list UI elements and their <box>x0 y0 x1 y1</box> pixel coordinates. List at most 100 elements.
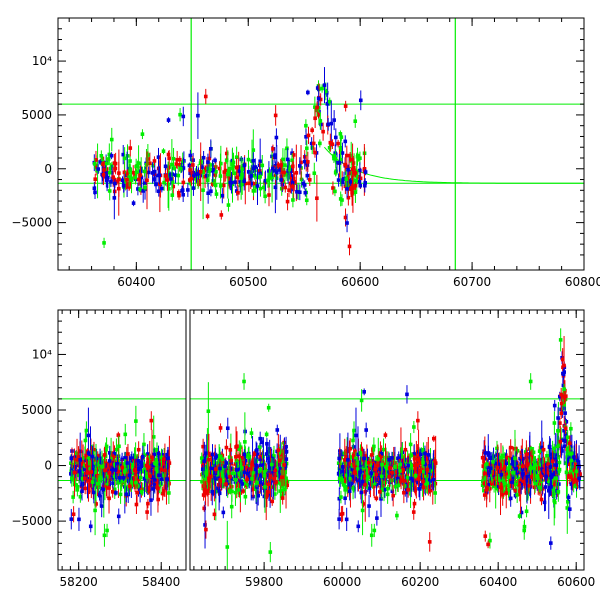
data-point <box>328 140 333 145</box>
data-point <box>281 459 286 464</box>
data-point <box>225 545 230 549</box>
data-point <box>217 457 221 462</box>
data-point <box>128 484 132 489</box>
data-point <box>236 165 241 169</box>
data-point <box>242 470 247 475</box>
data-point <box>107 170 112 175</box>
data-point <box>117 177 121 182</box>
data-point <box>105 481 110 486</box>
data-point <box>390 489 395 494</box>
data-point <box>349 187 353 192</box>
data-point <box>234 165 239 170</box>
data-point <box>227 489 232 493</box>
data-point <box>279 460 283 465</box>
data-point <box>283 487 287 492</box>
data-point <box>206 486 210 491</box>
data-point <box>337 517 341 521</box>
data-point <box>127 175 131 179</box>
data-point <box>267 193 271 197</box>
data-point <box>112 451 117 456</box>
data-point <box>415 469 420 474</box>
data-point <box>107 459 112 463</box>
data-point <box>99 504 104 508</box>
data-point <box>283 185 288 190</box>
data-point <box>240 466 244 470</box>
data-point <box>186 188 190 192</box>
data-point <box>146 170 151 175</box>
data-point <box>147 456 152 460</box>
data-point <box>280 452 284 457</box>
data-point <box>220 457 224 462</box>
data-point <box>406 488 410 492</box>
data-point <box>281 470 286 475</box>
data-point <box>219 213 224 217</box>
data-point <box>84 453 88 458</box>
data-point <box>224 482 228 486</box>
data-point <box>247 181 251 186</box>
data-point <box>124 183 128 188</box>
data-point <box>245 482 250 487</box>
data-point <box>102 168 106 172</box>
data-point <box>113 181 117 186</box>
data-point <box>387 466 392 470</box>
data-point <box>151 435 156 439</box>
data-point <box>428 464 432 468</box>
data-point <box>166 187 171 191</box>
data-point <box>284 173 289 177</box>
data-point <box>139 463 144 468</box>
data-point <box>346 180 351 185</box>
data-point <box>110 490 115 494</box>
data-point <box>336 472 341 476</box>
data-point <box>405 475 410 480</box>
data-point <box>556 429 560 433</box>
data-point <box>83 474 88 479</box>
data-point <box>433 491 437 495</box>
data-point <box>69 472 73 476</box>
data-point <box>412 457 417 461</box>
data-point <box>346 195 351 200</box>
data-point <box>93 508 97 513</box>
data-point <box>215 486 219 491</box>
data-point <box>104 444 109 449</box>
data-point <box>150 455 154 460</box>
data-point <box>381 478 386 483</box>
data-point <box>110 170 114 175</box>
data-point <box>566 495 571 500</box>
data-point <box>278 466 283 471</box>
data-point <box>245 471 250 476</box>
data-point <box>107 486 111 490</box>
data-point <box>351 445 356 449</box>
data-point <box>519 450 524 455</box>
data-point <box>214 169 218 174</box>
data-point <box>73 454 78 459</box>
data-point <box>290 158 294 163</box>
data-point <box>106 474 111 479</box>
data-point <box>180 189 184 193</box>
data-point <box>276 448 281 452</box>
data-point <box>253 165 258 169</box>
data-point <box>152 477 157 482</box>
data-point <box>90 454 95 459</box>
data-point <box>109 153 114 158</box>
data-point <box>109 457 113 461</box>
data-point <box>360 479 365 484</box>
data-point <box>315 86 320 90</box>
data-point <box>398 468 402 473</box>
data-point <box>71 495 75 499</box>
data-point <box>269 466 273 470</box>
data-point <box>283 477 287 482</box>
data-point <box>126 452 130 456</box>
data-point <box>146 488 151 492</box>
data-point <box>250 476 254 481</box>
data-point <box>416 418 420 423</box>
data-point <box>123 456 127 460</box>
data-point <box>279 178 283 182</box>
data-point <box>481 476 486 480</box>
data-point <box>95 454 100 458</box>
data-point <box>144 463 149 468</box>
data-point <box>343 104 348 108</box>
data-point <box>191 174 196 178</box>
data-point <box>234 455 238 459</box>
data-point <box>208 474 212 478</box>
